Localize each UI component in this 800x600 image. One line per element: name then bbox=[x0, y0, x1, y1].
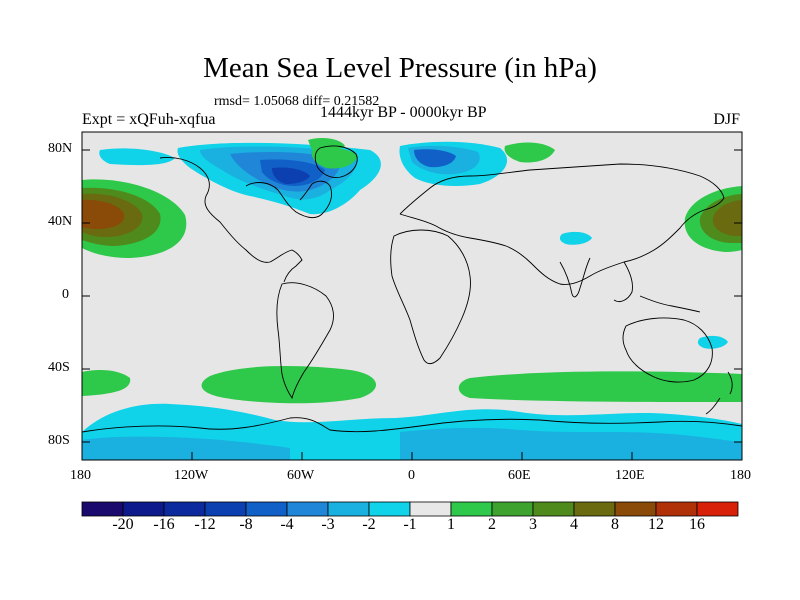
stats-line: rmsd= 1.05068 diff= 0.21582 bbox=[214, 94, 380, 109]
north-america-coast bbox=[159, 157, 333, 283]
north-pacific-level8-east bbox=[712, 200, 742, 236]
colorbar bbox=[81, 501, 739, 517]
antarctic-blue-west bbox=[82, 436, 290, 460]
colorbar-label: 4 bbox=[570, 516, 578, 533]
lon-label-180e: 180 bbox=[730, 468, 751, 483]
lat-label-0: 0 bbox=[62, 287, 69, 302]
india-coast bbox=[559, 257, 591, 298]
southern-green-band-west bbox=[82, 370, 131, 396]
latitude-ticks bbox=[82, 149, 742, 443]
lon-label-0: 0 bbox=[408, 468, 415, 483]
map-title: Mean Sea Level Pressure (in hPa) bbox=[203, 52, 597, 84]
colorbar-cell bbox=[204, 501, 247, 517]
arctic-negative-west bbox=[99, 148, 175, 166]
lat-label-80n: 80N bbox=[48, 141, 73, 156]
colorbar-label: -4 bbox=[280, 516, 294, 533]
antarctica-coast bbox=[82, 417, 742, 433]
south-america-coast bbox=[276, 282, 334, 400]
colorbar-cell bbox=[245, 501, 288, 517]
lon-label-60w: 60W bbox=[287, 468, 315, 483]
colorbar-label: -2 bbox=[362, 516, 376, 533]
colorbar-label: -8 bbox=[239, 516, 253, 533]
coastlines bbox=[82, 145, 742, 433]
antarctic-blue-region bbox=[400, 427, 742, 460]
experiment-label: Expt = xQFuh-xqfua bbox=[82, 111, 216, 128]
europe-negative-level4 bbox=[414, 149, 456, 168]
colorbar-cell bbox=[573, 501, 616, 517]
siberia-positive bbox=[504, 142, 555, 163]
north-pacific-level12-west bbox=[82, 199, 125, 229]
asia-negative-small bbox=[559, 231, 592, 245]
greenland-coast bbox=[314, 145, 358, 179]
lat-label-40s: 40S bbox=[48, 360, 70, 375]
colorbar-cell bbox=[409, 501, 452, 517]
longitude-ticks bbox=[81, 452, 743, 460]
lon-label-180w: 180 bbox=[70, 468, 91, 483]
eurasia-coast bbox=[399, 163, 725, 285]
lat-label-40n: 40N bbox=[48, 214, 73, 229]
canada-negative-level8 bbox=[272, 167, 310, 184]
colorbar-cell bbox=[614, 501, 657, 517]
colorbar-cell bbox=[163, 501, 206, 517]
lon-label-120e: 120E bbox=[615, 468, 645, 483]
colorbar-label: -3 bbox=[321, 516, 335, 533]
colorbar-cell bbox=[696, 501, 739, 517]
colorbar-cell bbox=[81, 501, 124, 517]
australia-negative-small bbox=[697, 335, 728, 349]
map-field bbox=[82, 132, 742, 460]
colorbar-cell bbox=[450, 501, 493, 517]
greenland-positive bbox=[311, 148, 358, 169]
lat-label-80s: 80S bbox=[48, 433, 70, 448]
lon-label-120w: 120W bbox=[174, 468, 209, 483]
southern-green-band-indian-pacific bbox=[458, 371, 742, 402]
colorbar-label: 16 bbox=[689, 516, 705, 533]
colorbar-label: 3 bbox=[529, 516, 537, 533]
lon-label-60e: 60E bbox=[508, 468, 531, 483]
arctic-positive bbox=[308, 138, 345, 152]
map-background bbox=[82, 132, 742, 460]
period-line: 1444kyr BP - 0000kyr BP bbox=[320, 104, 487, 121]
colorbar-label: -1 bbox=[403, 516, 417, 533]
season-label: DJF bbox=[713, 111, 740, 128]
colorbar-cell bbox=[286, 501, 329, 517]
colorbar-label: 8 bbox=[611, 516, 619, 533]
southern-green-band-atlantic bbox=[201, 366, 377, 404]
colorbar-label: -20 bbox=[112, 516, 134, 533]
colorbar-label: -16 bbox=[153, 516, 175, 533]
africa-coast bbox=[390, 229, 471, 365]
colorbar-cell bbox=[122, 501, 165, 517]
colorbar-cell bbox=[368, 501, 411, 517]
colorbar-cell bbox=[655, 501, 698, 517]
colorbar-cell bbox=[491, 501, 534, 517]
colorbar-label: 12 bbox=[648, 516, 664, 533]
southeast-asia-coast bbox=[613, 261, 701, 313]
colorbar-label: -12 bbox=[194, 516, 216, 533]
new-zealand-coast bbox=[705, 371, 733, 415]
colorbar-label: 1 bbox=[447, 516, 455, 533]
australia-coast bbox=[622, 317, 713, 383]
colorbar-label: 2 bbox=[488, 516, 496, 533]
colorbar-cell bbox=[327, 501, 370, 517]
colorbar-cell bbox=[532, 501, 575, 517]
